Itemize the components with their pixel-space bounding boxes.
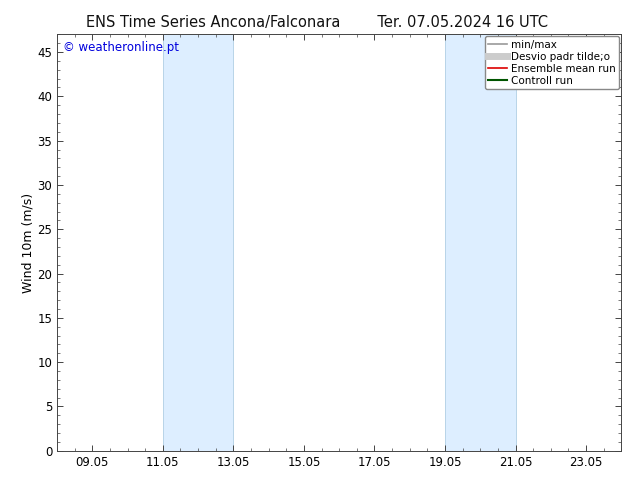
Text: ENS Time Series Ancona/Falconara        Ter. 07.05.2024 16 UTC: ENS Time Series Ancona/Falconara Ter. 07… — [86, 15, 548, 30]
Y-axis label: Wind 10m (m/s): Wind 10m (m/s) — [22, 193, 34, 293]
Bar — [163, 34, 233, 451]
Text: © weatheronline.pt: © weatheronline.pt — [63, 41, 179, 53]
Legend: min/max, Desvio padr tilde;o, Ensemble mean run, Controll run: min/max, Desvio padr tilde;o, Ensemble m… — [485, 36, 619, 89]
Bar — [445, 34, 515, 451]
